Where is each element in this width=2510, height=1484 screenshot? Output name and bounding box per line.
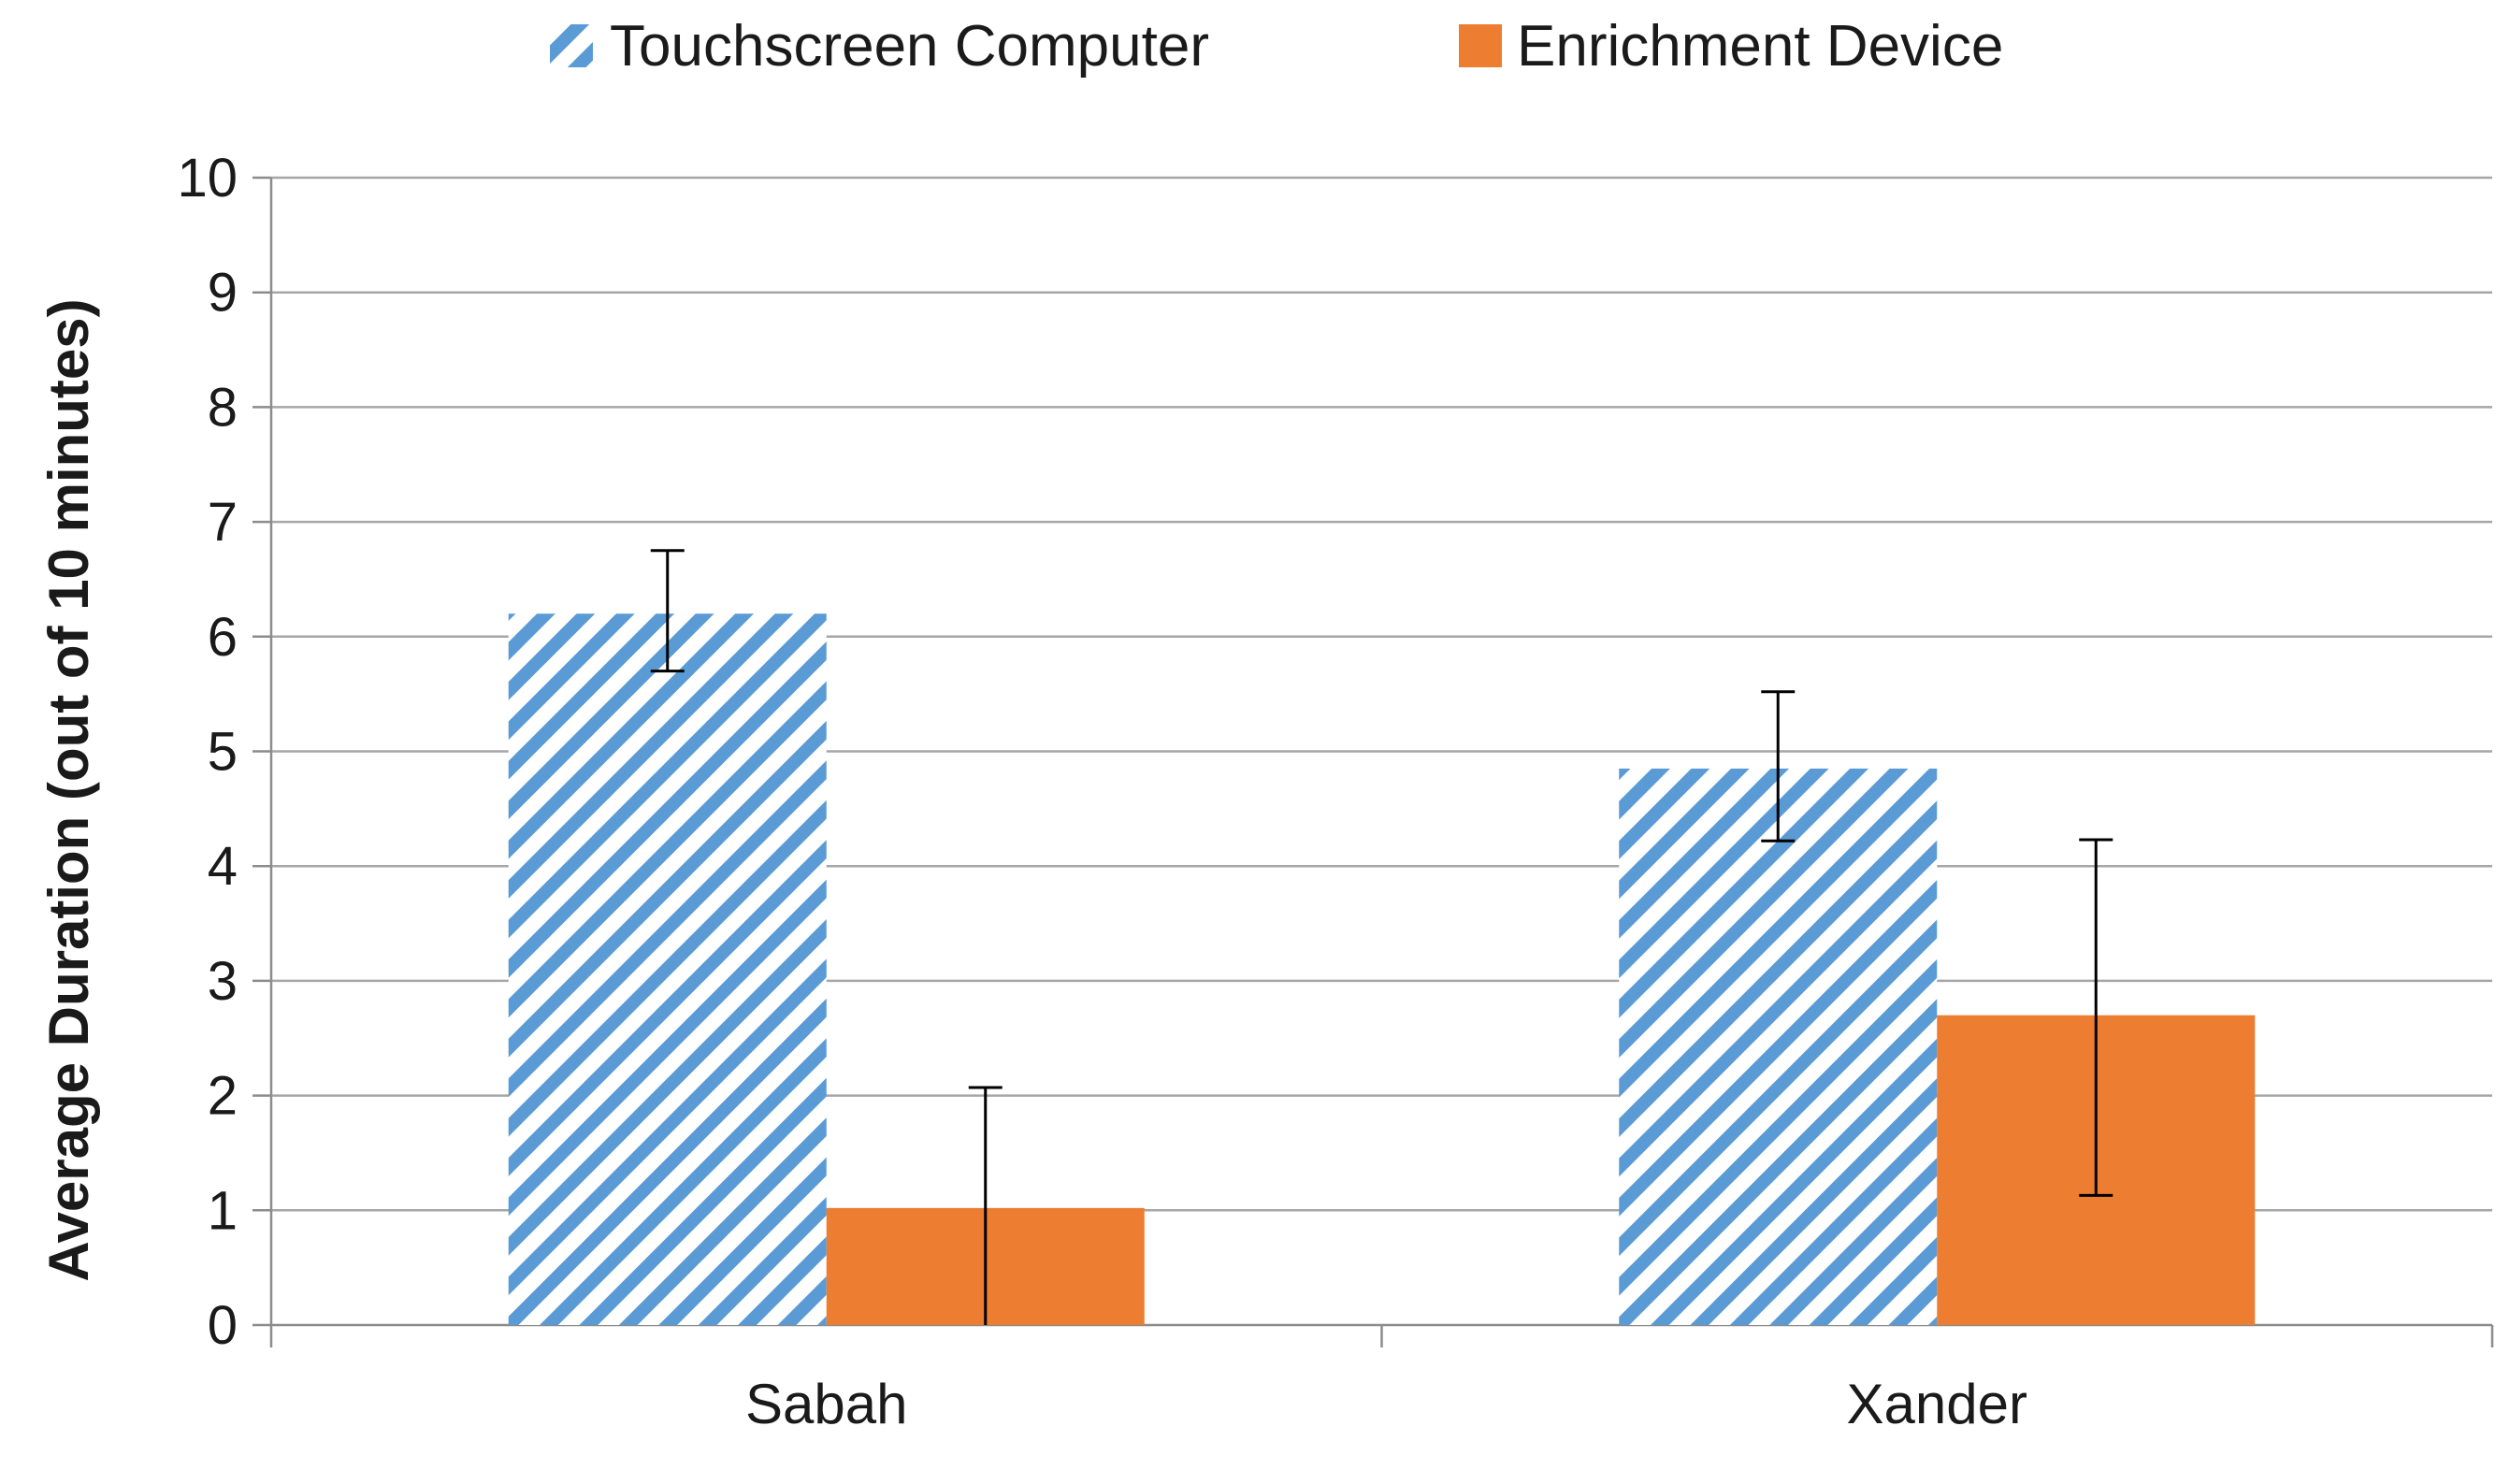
error-bar-sabah-touchscreen-computer <box>650 549 685 673</box>
y-tick-label-0: 0 <box>208 1295 238 1356</box>
x-category-label-xander: Xander <box>1847 1373 2027 1435</box>
legend: Touchscreen Computer Enrichment Device <box>550 14 2003 79</box>
y-tick-label-10: 10 <box>177 148 238 209</box>
x-category-label-sabah: Sabah <box>745 1373 908 1435</box>
y-tick-label-9: 9 <box>208 263 238 324</box>
y-tick-label-3: 3 <box>208 951 238 1012</box>
y-tick-label-1: 1 <box>208 1180 238 1241</box>
y-tick-label-7: 7 <box>208 492 238 553</box>
y-tick-label-8: 8 <box>208 377 238 438</box>
legend-swatch-touchscreen-computer <box>550 24 593 67</box>
legend-label-touchscreen-computer: Touchscreen Computer <box>610 14 1209 79</box>
y-tick-label-6: 6 <box>208 607 238 668</box>
error-bar-xander-touchscreen-computer <box>1761 690 1796 843</box>
legend-label-enrichment-device: Enrichment Device <box>1517 14 2003 79</box>
legend-swatch-enrichment-device <box>1459 24 1502 67</box>
error-bars <box>650 549 2113 1325</box>
legend-item-touchscreen-computer: Touchscreen Computer <box>550 14 1209 79</box>
y-axis-title: Average Duration (out of 10 minutes) <box>37 298 100 1281</box>
y-axis-ticks: 0 1 2 3 4 5 6 7 8 9 10 <box>177 148 271 1356</box>
y-tick-label-4: 4 <box>208 836 238 897</box>
legend-item-enrichment-device: Enrichment Device <box>1459 14 2003 79</box>
bar-sabah-touchscreen-computer <box>508 613 827 1325</box>
error-bar-xander-enrichment-device <box>2079 838 2113 1197</box>
bar-xander-touchscreen-computer <box>1619 768 1938 1325</box>
y-tick-label-2: 2 <box>208 1066 238 1127</box>
x-axis-categories: Sabah Xander <box>745 1373 2027 1435</box>
bars <box>508 613 2256 1325</box>
error-bar-sabah-enrichment-device <box>968 1086 1003 1325</box>
y-tick-label-5: 5 <box>208 722 238 783</box>
